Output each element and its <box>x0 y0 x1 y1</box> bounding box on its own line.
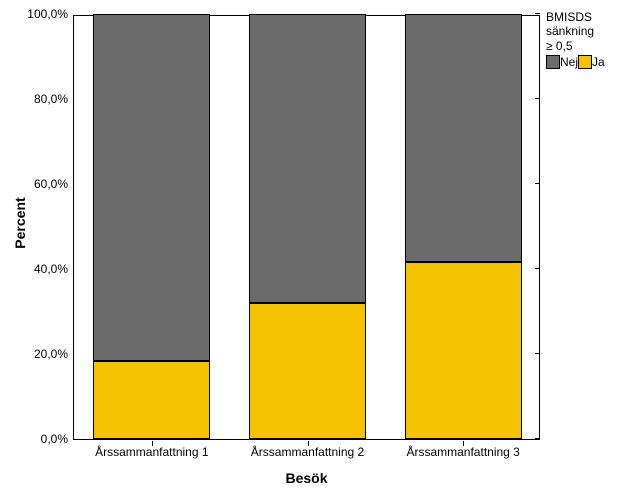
bar-segment-ja <box>93 361 210 439</box>
y-tick-label: 60,0% <box>34 177 74 191</box>
x-axis-title: Besök <box>73 470 540 486</box>
legend-swatch <box>546 55 560 69</box>
x-tick-mark <box>463 441 464 446</box>
chart-root: Percent 0,0%20,0%40,0%60,0%80,0%100,0%År… <box>0 0 626 501</box>
bar-segment-ja <box>405 262 522 439</box>
y-tick-label: 40,0% <box>34 262 74 276</box>
y-tick-label: 20,0% <box>34 347 74 361</box>
legend-items: Nej Ja <box>546 55 605 69</box>
y-tick-mark <box>535 353 540 354</box>
legend-label: Ja <box>592 55 605 69</box>
legend: BMISDS sänkning ≥ 0,5 Nej Ja <box>546 10 605 69</box>
y-tick-mark <box>535 268 540 269</box>
legend-label: Nej <box>560 55 578 69</box>
bar-segment-ja <box>249 303 366 439</box>
y-tick-label: 80,0% <box>34 92 74 106</box>
x-tick-mark <box>308 441 309 446</box>
bar-segment-nej <box>405 14 522 262</box>
legend-title: BMISDS sänkning ≥ 0,5 <box>546 10 605 53</box>
y-axis-title: Percent <box>12 193 28 253</box>
bar-segment-nej <box>93 14 210 361</box>
x-tick-mark <box>152 441 153 446</box>
y-tick-mark <box>535 183 540 184</box>
bar-segment-nej <box>249 14 366 303</box>
plot-area: 0,0%20,0%40,0%60,0%80,0%100,0%Årssammanf… <box>73 15 540 440</box>
legend-swatch <box>578 55 592 69</box>
y-tick-label: 100,0% <box>27 7 74 21</box>
y-tick-mark <box>535 98 540 99</box>
y-tick-label: 0,0% <box>41 432 74 446</box>
y-tick-mark <box>535 438 540 439</box>
y-tick-mark <box>535 13 540 14</box>
